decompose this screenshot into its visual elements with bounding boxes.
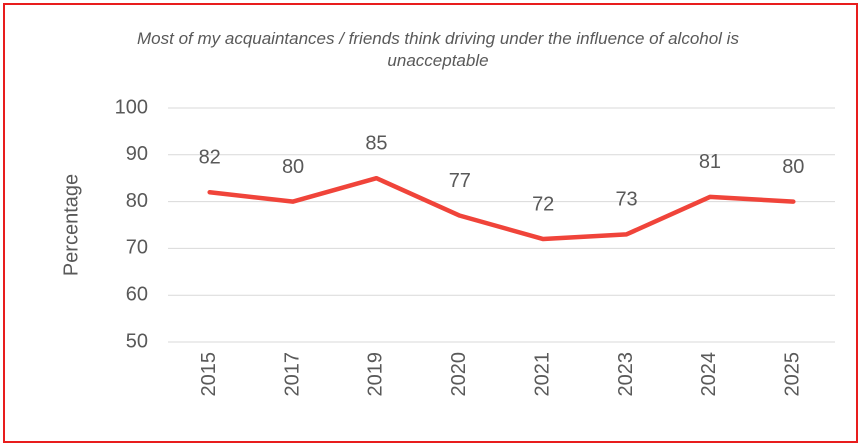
y-axis-label: Percentage xyxy=(60,174,82,276)
x-tick-label: 2017 xyxy=(281,352,303,397)
x-tick-label: 2021 xyxy=(531,352,553,397)
data-label: 85 xyxy=(365,132,387,154)
data-label: 80 xyxy=(282,156,304,178)
line xyxy=(207,175,796,242)
x-tick-label: 2019 xyxy=(365,352,387,397)
data-label: 73 xyxy=(615,189,637,211)
y-tick-label: 70 xyxy=(126,237,148,259)
y-tick-label: 60 xyxy=(126,283,148,305)
page: Most of my acquaintances / friends think… xyxy=(3,3,858,443)
x-tick-label: 2020 xyxy=(448,352,470,397)
x-tick-label: 2015 xyxy=(198,352,220,397)
data-label: 82 xyxy=(199,147,221,169)
data-label: 81 xyxy=(699,151,721,173)
y-tick-label: 90 xyxy=(126,143,148,165)
y-tick-label: 100 xyxy=(115,96,148,118)
y-tick-label: 50 xyxy=(126,330,148,352)
x-tick-label: 2023 xyxy=(615,352,637,397)
data-label: 72 xyxy=(532,193,554,215)
x-tick-label: 2025 xyxy=(782,352,804,397)
data-label: 77 xyxy=(449,170,471,192)
y-tick-label: 80 xyxy=(126,190,148,212)
x-tick-label: 2024 xyxy=(698,352,720,397)
chart-title: Most of my acquaintances / friends think… xyxy=(137,29,739,70)
chart: Percentage 50 60 70 80 90 100 2015 2017 2019 2020… xyxy=(60,96,835,397)
data-label: 80 xyxy=(782,156,804,178)
